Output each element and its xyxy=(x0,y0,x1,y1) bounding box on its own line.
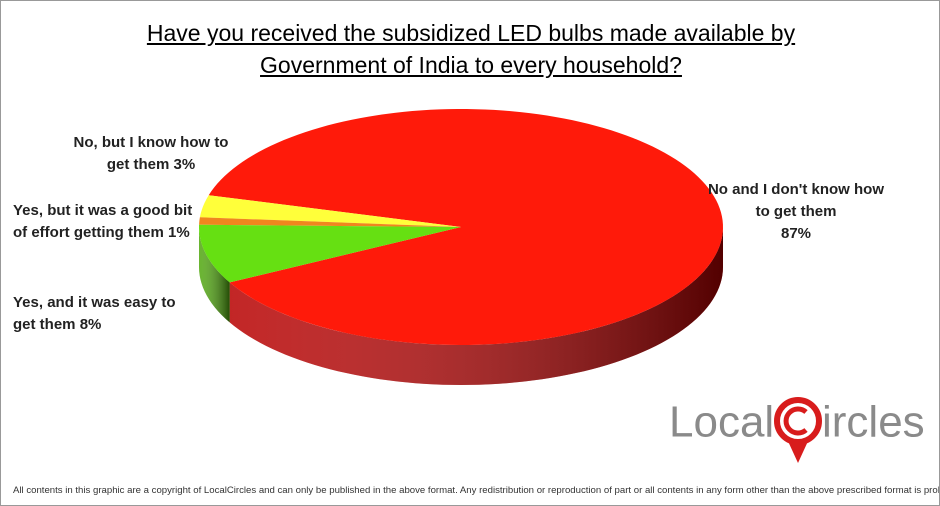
logo-pin xyxy=(787,439,809,463)
value-label: 87% xyxy=(780,225,812,242)
category-label: Yes, and it was easy to get them xyxy=(13,294,176,333)
category-label: No, but I know how to get them xyxy=(73,134,229,173)
value-label: 1% xyxy=(168,224,190,241)
slice-label: Yes, and it was easy to get them 8% xyxy=(13,292,198,336)
pie-slice xyxy=(208,109,723,345)
pie-slice xyxy=(199,195,462,227)
pie-side-shade xyxy=(229,227,723,385)
logo-ring xyxy=(774,397,822,445)
slice-label: No, but I know how to get them 3% xyxy=(61,132,241,176)
logo: Local ircles xyxy=(669,397,925,463)
pie-side-shade xyxy=(199,227,230,323)
logo-text: Local xyxy=(669,398,774,447)
value-label: 3% xyxy=(173,156,196,173)
chart-title: Have you received the subsidized LED bul… xyxy=(146,20,796,78)
category-label: No and I don't know how to get them xyxy=(707,181,885,220)
logo-c xyxy=(783,406,808,436)
pie xyxy=(199,109,723,385)
value-label: 8% xyxy=(79,316,102,333)
category-label: Yes, but it was a good bit of effort get… xyxy=(13,202,193,241)
slice-label: Yes, but it was a good bit of effort get… xyxy=(13,200,198,244)
slice-label: No and I don't know how to get them 87% xyxy=(701,179,891,245)
pie-slice xyxy=(199,217,461,227)
logo-text: ircles xyxy=(822,398,925,447)
footer: All contents in this graphic are a copyr… xyxy=(13,485,940,496)
pie-slice xyxy=(199,224,461,283)
